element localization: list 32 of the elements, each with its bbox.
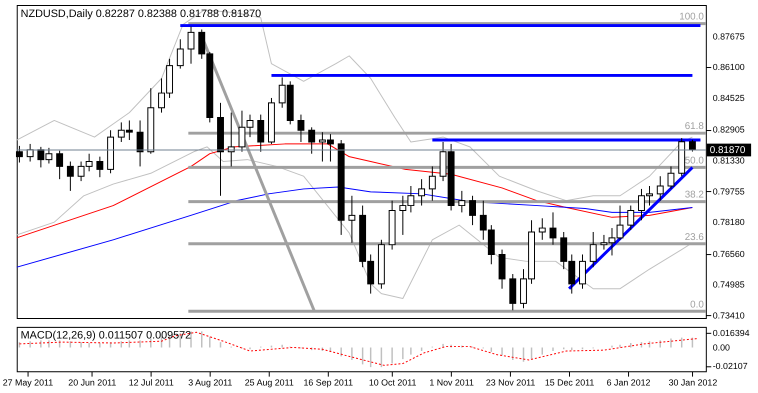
x-tick-label: 10 Oct 2011 [368, 377, 416, 388]
ref-line-label: 0.81870 [710, 144, 746, 156]
x-tick-label: 15 Dec 2011 [544, 377, 594, 388]
y-tick-label: -0.02107 [712, 361, 748, 372]
y-tick-label: 0.74985 [712, 280, 745, 290]
x-tick-label: 12 Jul 2011 [128, 377, 174, 388]
y-tick-label: 0.79755 [712, 186, 745, 196]
y-tick-label: 0.87675 [712, 31, 745, 42]
x-tick-label: 3 Aug 2011 [188, 377, 232, 388]
x-tick-label: 16 Sep 2011 [304, 377, 354, 388]
y-tick-label: 0.82905 [712, 124, 745, 135]
y-tick-label: 0.84525 [712, 93, 745, 103]
y-tick-label: 0.86100 [712, 62, 745, 72]
chart-title: NZDUSD,Daily 0.82287 0.82388 0.81788 0.81870 [20, 8, 262, 20]
x-tick-label: 30 Jan 2012 [668, 377, 718, 388]
y-tick-label: 0.76560 [712, 248, 745, 259]
x-tick-label: 20 Jun 2011 [68, 377, 116, 388]
y-tick-label: 0.016394 [712, 328, 750, 338]
y-tick-label: 0.00 [712, 342, 730, 352]
series-label: 0.0 [690, 299, 704, 310]
y-tick-label: 0.73410 [712, 310, 745, 320]
series-label: 23.6 [684, 232, 704, 243]
series-label: 100.0 [679, 12, 704, 23]
series-label: 38.2 [684, 190, 704, 201]
x-tick-label: 27 May 2011 [2, 377, 54, 388]
x-tick-label: 23 Nov 2011 [486, 377, 536, 388]
x-tick-label: 6 Jan 2012 [606, 377, 651, 388]
y-tick-label: 0.78180 [712, 217, 745, 228]
y-tick-label: 0.81330 [712, 156, 745, 166]
x-tick-label: 1 Nov 2011 [429, 377, 474, 388]
x-tick-label: 25 Aug 2011 [244, 377, 294, 388]
series-label: 61.8 [684, 121, 704, 132]
